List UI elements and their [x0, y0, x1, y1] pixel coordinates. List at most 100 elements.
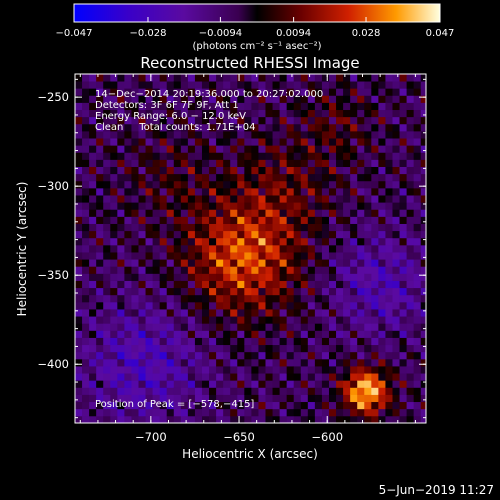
heatmap-cell	[385, 287, 393, 296]
heatmap-cell	[314, 180, 323, 189]
heatmap-cell	[187, 387, 196, 395]
heatmap-cell	[117, 401, 125, 410]
heatmap-cell	[251, 415, 259, 423]
heatmap-cell	[152, 280, 161, 289]
heatmap-cell	[194, 351, 203, 360]
heatmap-cell	[216, 102, 224, 111]
heatmap-cell	[89, 138, 97, 146]
heatmap-cell	[286, 180, 295, 189]
heatmap-cell	[223, 173, 231, 182]
heatmap-cell	[145, 351, 154, 360]
heatmap-cell	[385, 252, 393, 260]
heatmap-cell	[300, 195, 309, 203]
heatmap-cell	[131, 88, 139, 96]
heatmap-cell	[230, 152, 238, 160]
heatmap-cell	[166, 415, 175, 423]
heatmap-cell	[237, 145, 245, 153]
heatmap-cell	[244, 259, 252, 267]
heatmap-cell	[194, 366, 203, 374]
heatmap-cell	[145, 316, 154, 324]
heatmap-cell	[328, 166, 337, 175]
heatmap-cell	[413, 109, 422, 118]
heatmap-cell	[265, 159, 273, 167]
heatmap-cell	[272, 244, 281, 253]
heatmap-cell	[336, 195, 344, 203]
heatmap-cell	[152, 330, 161, 338]
heatmap-cell	[420, 408, 426, 417]
heatmap-cell	[293, 373, 302, 381]
heatmap-cell	[357, 109, 365, 118]
heatmap-cell	[89, 74, 97, 82]
heatmap-cell	[201, 102, 210, 111]
heatmap-cell	[131, 145, 139, 153]
heatmap-cell	[159, 216, 168, 224]
heatmap-cell	[216, 123, 224, 132]
heatmap-cell	[307, 95, 316, 103]
heatmap-cell	[117, 273, 125, 281]
heatmap-cell	[244, 195, 252, 203]
heatmap-cell	[251, 166, 259, 175]
heatmap-cell	[96, 130, 104, 139]
heatmap-cell	[350, 394, 358, 403]
heatmap-cell	[166, 95, 175, 103]
heatmap-cell	[357, 358, 365, 367]
heatmap-cell	[272, 415, 281, 423]
heatmap-cell	[350, 109, 358, 118]
heatmap-cell	[82, 337, 90, 346]
heatmap-cell	[75, 316, 83, 324]
heatmap-cell	[138, 244, 146, 253]
heatmap-cell	[314, 109, 323, 118]
heatmap-cell	[201, 358, 210, 367]
heatmap-cell	[314, 294, 323, 303]
heatmap-cell	[350, 323, 358, 331]
heatmap-cell	[321, 380, 330, 388]
heatmap-cell	[173, 81, 182, 89]
heatmap-cell	[420, 116, 426, 125]
heatmap-cell	[110, 252, 118, 260]
heatmap-cell	[392, 116, 400, 125]
heatmap-cell	[272, 351, 281, 360]
heatmap-cell	[201, 195, 210, 203]
heatmap-cell	[399, 373, 407, 381]
heatmap-cell	[187, 273, 196, 281]
heatmap-cell	[237, 230, 245, 239]
heatmap-cell	[420, 294, 426, 303]
heatmap-cell	[385, 323, 393, 331]
heatmap-cell	[223, 387, 231, 395]
heatmap-cell	[321, 74, 330, 82]
heatmap-cell	[385, 116, 393, 125]
heatmap-cell	[201, 109, 210, 118]
heatmap-cell	[173, 266, 182, 274]
heatmap-cell	[279, 309, 288, 317]
heatmap-cell	[385, 309, 393, 317]
heatmap-cell	[230, 252, 238, 260]
heatmap-cell	[378, 173, 386, 182]
heatmap-cell	[209, 209, 217, 217]
heatmap-cell	[237, 159, 245, 167]
heatmap-cell	[286, 109, 295, 118]
heatmap-cell	[117, 394, 125, 403]
heatmap-cell	[364, 387, 372, 395]
heatmap-cell	[413, 259, 422, 267]
heatmap-cell	[328, 309, 337, 317]
heatmap-cell	[124, 152, 132, 160]
heatmap-cell	[201, 202, 210, 210]
heatmap-cell	[300, 138, 309, 146]
heatmap-cell	[216, 74, 224, 82]
heatmap-cell	[328, 273, 337, 281]
heatmap-cell	[251, 202, 259, 210]
heatmap-cell	[314, 259, 323, 267]
heatmap-cell	[420, 252, 426, 260]
heatmap-cell	[272, 173, 281, 182]
heatmap-cell	[124, 88, 132, 96]
heatmap-cell	[187, 323, 196, 331]
heatmap-cell	[293, 173, 302, 182]
heatmap-cell	[230, 244, 238, 253]
heatmap-cell	[371, 187, 379, 196]
heatmap-cell	[244, 301, 252, 310]
heatmap-cell	[166, 401, 175, 410]
heatmap-cell	[110, 294, 118, 303]
heatmap-cell	[230, 323, 238, 331]
heatmap-cell	[201, 401, 210, 410]
heatmap-cell	[336, 166, 344, 175]
